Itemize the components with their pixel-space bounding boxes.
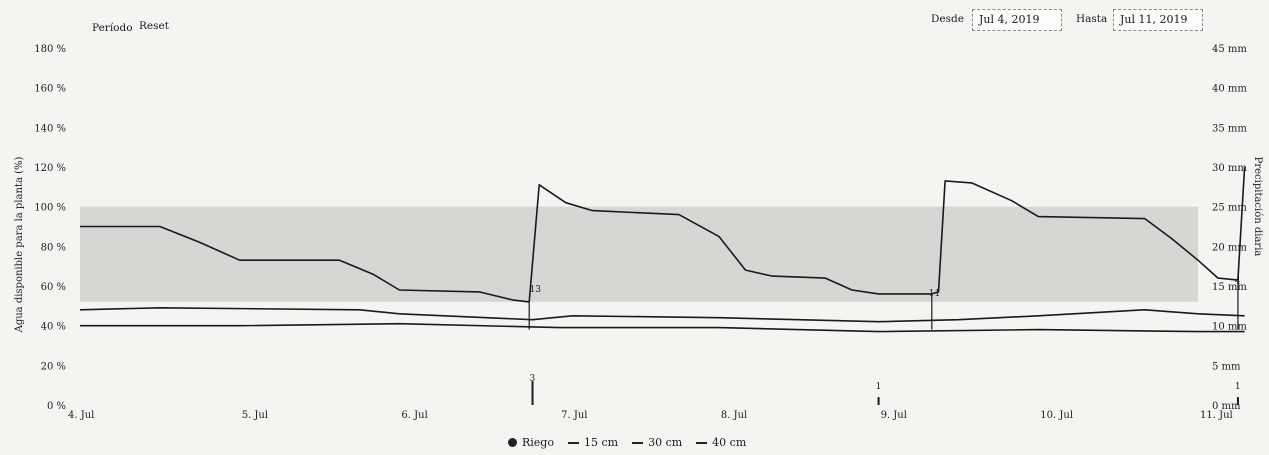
legend-item-40cm[interactable]: 40 cm: [696, 436, 746, 449]
line-swatch-icon: [696, 441, 708, 444]
x-tick-label: 5. Jul: [242, 410, 268, 421]
optimal-range-band: [80, 206, 1198, 302]
series-line-30cm: [79, 307, 1245, 323]
desde-label: Desde: [931, 13, 964, 25]
y2-tick-label: 15 mm: [1212, 282, 1247, 293]
chart-legend: Riego 15 cm 30 cm 40 cm: [508, 436, 746, 449]
line-swatch-icon: [567, 441, 579, 444]
reset-button[interactable]: Reset: [139, 20, 169, 32]
data-annotation: 11: [929, 289, 940, 299]
legend-label: 40 cm: [712, 436, 747, 449]
y2-tick-label: 0 mm: [1212, 401, 1241, 412]
data-annotation: 1: [876, 382, 882, 392]
x-tick-label: 6. Jul: [401, 410, 427, 421]
riego-marker-icon: [508, 438, 517, 447]
legend-label: 15 cm: [583, 436, 619, 449]
series-line-15cm: [80, 166, 1246, 303]
y-axis-title: Agua disponible para la planta (%): [14, 157, 25, 334]
data-annotation: 1: [1235, 382, 1241, 392]
y2-tick-label: 10 mm: [1212, 322, 1247, 333]
x-tick-label: 4. Jul: [68, 410, 94, 421]
legend-item-15cm[interactable]: 15 cm: [567, 436, 619, 449]
hasta-label: Hasta: [1076, 13, 1108, 25]
y-tick-label: 120 %: [34, 163, 66, 174]
x-tick-label: 9. Jul: [881, 410, 907, 421]
y-tick-label: 0 %: [47, 401, 66, 412]
data-annotation: 3: [530, 374, 536, 384]
line-swatch-icon: [632, 441, 644, 444]
y-tick-label: 20 %: [41, 361, 66, 372]
hasta-date-input[interactable]: Jul 11, 2019: [1113, 9, 1203, 31]
y2-tick-label: 45 mm: [1212, 44, 1247, 55]
legend-item-riego[interactable]: Riego: [508, 436, 554, 449]
y-tick-label: 40 %: [41, 322, 66, 333]
y-tick-label: 100 %: [34, 203, 66, 214]
y2-tick-label: 40 mm: [1212, 84, 1247, 95]
x-tick-label: 11. Jul: [1200, 410, 1233, 421]
y2-tick-label: 25 mm: [1212, 203, 1247, 214]
x-tick-label: 8. Jul: [721, 410, 747, 421]
period-button[interactable]: Período: [92, 22, 133, 34]
y2-tick-label: 35 mm: [1212, 123, 1247, 134]
y2-tick-label: 20 mm: [1212, 242, 1247, 253]
legend-label: 30 cm: [648, 436, 683, 449]
y2-axis-title: Precipitación diaria: [1252, 157, 1263, 257]
series-line-40cm: [80, 322, 1245, 333]
x-tick-label: 7. Jul: [561, 410, 587, 421]
desde-date-input[interactable]: Jul 4, 2019: [972, 9, 1062, 31]
y2-tick-label: 5 mm: [1212, 361, 1241, 372]
y-tick-label: 80 %: [41, 242, 66, 253]
y-tick-label: 180 %: [34, 44, 66, 55]
data-annotation: 13: [530, 285, 542, 295]
y-tick-label: 160 %: [34, 84, 66, 95]
legend-label: Riego: [522, 436, 554, 449]
legend-item-30cm[interactable]: 30 cm: [632, 436, 682, 449]
data-annotation: 4: [1235, 277, 1241, 287]
y-tick-label: 140 %: [34, 123, 66, 134]
y-tick-label: 60 %: [41, 282, 66, 293]
y2-tick-label: 30 mm: [1212, 163, 1247, 174]
x-tick-label: 10. Jul: [1040, 410, 1073, 421]
